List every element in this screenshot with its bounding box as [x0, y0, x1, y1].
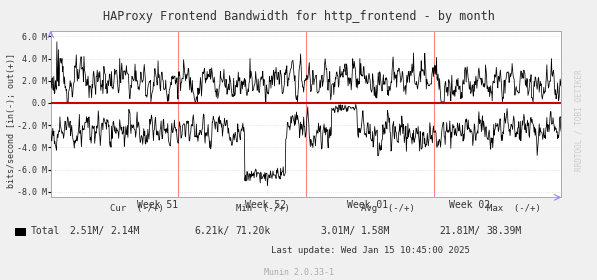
Text: Avg  (-/+): Avg (-/+) [361, 204, 415, 213]
Text: Munin 2.0.33-1: Munin 2.0.33-1 [263, 268, 334, 277]
Text: 2.51M/: 2.51M/ [69, 226, 104, 236]
Text: Cur  (-/+): Cur (-/+) [110, 204, 164, 213]
Text: RRDTOOL / TOBI OETIKER: RRDTOOL / TOBI OETIKER [575, 69, 584, 171]
Text: 21.81M/: 21.81M/ [439, 226, 481, 236]
Text: Last update: Wed Jan 15 10:45:00 2025: Last update: Wed Jan 15 10:45:00 2025 [270, 246, 470, 255]
Text: 3.01M/: 3.01M/ [320, 226, 355, 236]
Text: bits/second [in(-); out(+)]: bits/second [in(-); out(+)] [7, 53, 16, 188]
Text: 1.58M: 1.58M [361, 226, 390, 236]
Text: 38.39M: 38.39M [487, 226, 522, 236]
Text: 71.20k: 71.20k [236, 226, 271, 236]
Text: Min  (-/+): Min (-/+) [236, 204, 290, 213]
Text: 2.14M: 2.14M [110, 226, 140, 236]
Text: Max  (-/+): Max (-/+) [487, 204, 540, 213]
Text: 6.21k/: 6.21k/ [195, 226, 230, 236]
Text: Total: Total [31, 226, 60, 236]
Text: HAProxy Frontend Bandwidth for http_frontend - by month: HAProxy Frontend Bandwidth for http_fron… [103, 10, 494, 23]
